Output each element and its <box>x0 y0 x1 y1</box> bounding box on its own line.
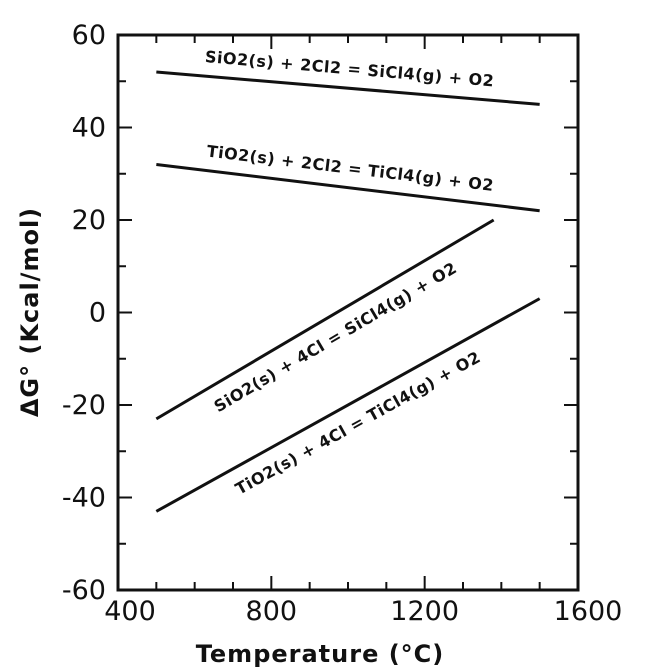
series-lines <box>155 70 541 513</box>
x-tick-label: 400 <box>104 596 156 627</box>
y-tick-label: 20 <box>72 205 106 236</box>
y-axis-title: ΔG° (Kcal/mol) <box>16 207 44 417</box>
x-tick-label: 1200 <box>390 596 459 627</box>
y-tick-label: -60 <box>62 575 106 606</box>
y-tick-label: -20 <box>62 390 106 421</box>
x-axis-title: Temperature (°C) <box>196 640 445 668</box>
series-line-2 <box>156 163 540 213</box>
axis-ticks <box>117 34 579 591</box>
plot-frame <box>116 33 580 592</box>
y-tick-label: 60 <box>72 20 106 51</box>
x-tick-label: 1600 <box>554 596 623 627</box>
y-tick-label: 0 <box>89 298 106 329</box>
y-tick-label: -40 <box>62 483 106 514</box>
y-tick-label: 40 <box>72 113 106 144</box>
series-line-3 <box>155 218 495 421</box>
series-line-1 <box>156 70 540 106</box>
series-line-4 <box>155 297 541 513</box>
x-tick-label: 800 <box>246 596 298 627</box>
series-label-1: SiO2(s) + 2Cl2 = SiCl4(g) + O2 <box>204 47 495 90</box>
